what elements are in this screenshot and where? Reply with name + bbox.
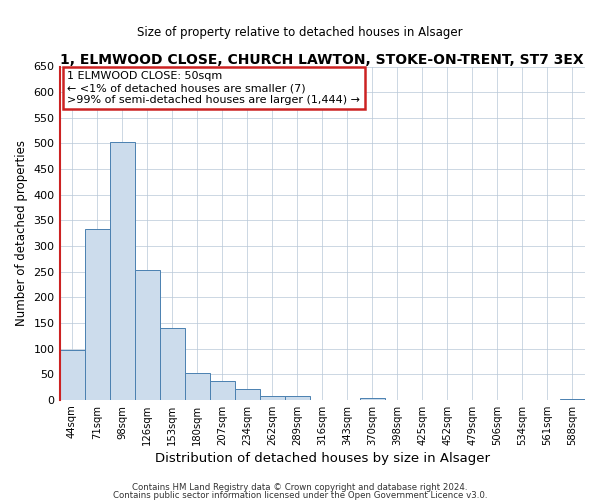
Bar — [185, 373, 209, 400]
Bar — [360, 398, 385, 400]
Bar — [110, 142, 134, 400]
Bar — [285, 396, 310, 400]
Bar — [209, 381, 235, 400]
Bar — [85, 229, 110, 400]
Y-axis label: Number of detached properties: Number of detached properties — [15, 140, 28, 326]
Text: 1 ELMWOOD CLOSE: 50sqm
← <1% of detached houses are smaller (7)
>99% of semi-det: 1 ELMWOOD CLOSE: 50sqm ← <1% of detached… — [67, 72, 361, 104]
Text: Size of property relative to detached houses in Alsager: Size of property relative to detached ho… — [137, 26, 463, 39]
Title: 1, ELMWOOD CLOSE, CHURCH LAWTON, STOKE-ON-TRENT, ST7 3EX: 1, ELMWOOD CLOSE, CHURCH LAWTON, STOKE-O… — [61, 52, 584, 66]
Text: Contains public sector information licensed under the Open Government Licence v3: Contains public sector information licen… — [113, 490, 487, 500]
Bar — [59, 350, 85, 400]
Bar — [134, 270, 160, 400]
Bar — [160, 328, 185, 400]
Bar — [260, 396, 285, 400]
Bar — [560, 399, 585, 400]
Text: Contains HM Land Registry data © Crown copyright and database right 2024.: Contains HM Land Registry data © Crown c… — [132, 483, 468, 492]
X-axis label: Distribution of detached houses by size in Alsager: Distribution of detached houses by size … — [155, 452, 490, 465]
Bar — [235, 389, 260, 400]
